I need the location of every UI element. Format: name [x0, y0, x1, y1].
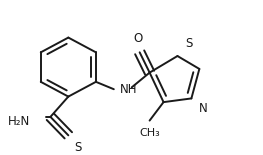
Text: CH₃: CH₃	[139, 128, 160, 138]
Text: H₂N: H₂N	[8, 115, 31, 128]
Text: NH: NH	[120, 83, 137, 96]
Text: O: O	[133, 32, 142, 45]
Text: N: N	[199, 102, 208, 115]
Text: S: S	[74, 141, 82, 154]
Text: S: S	[185, 38, 193, 51]
